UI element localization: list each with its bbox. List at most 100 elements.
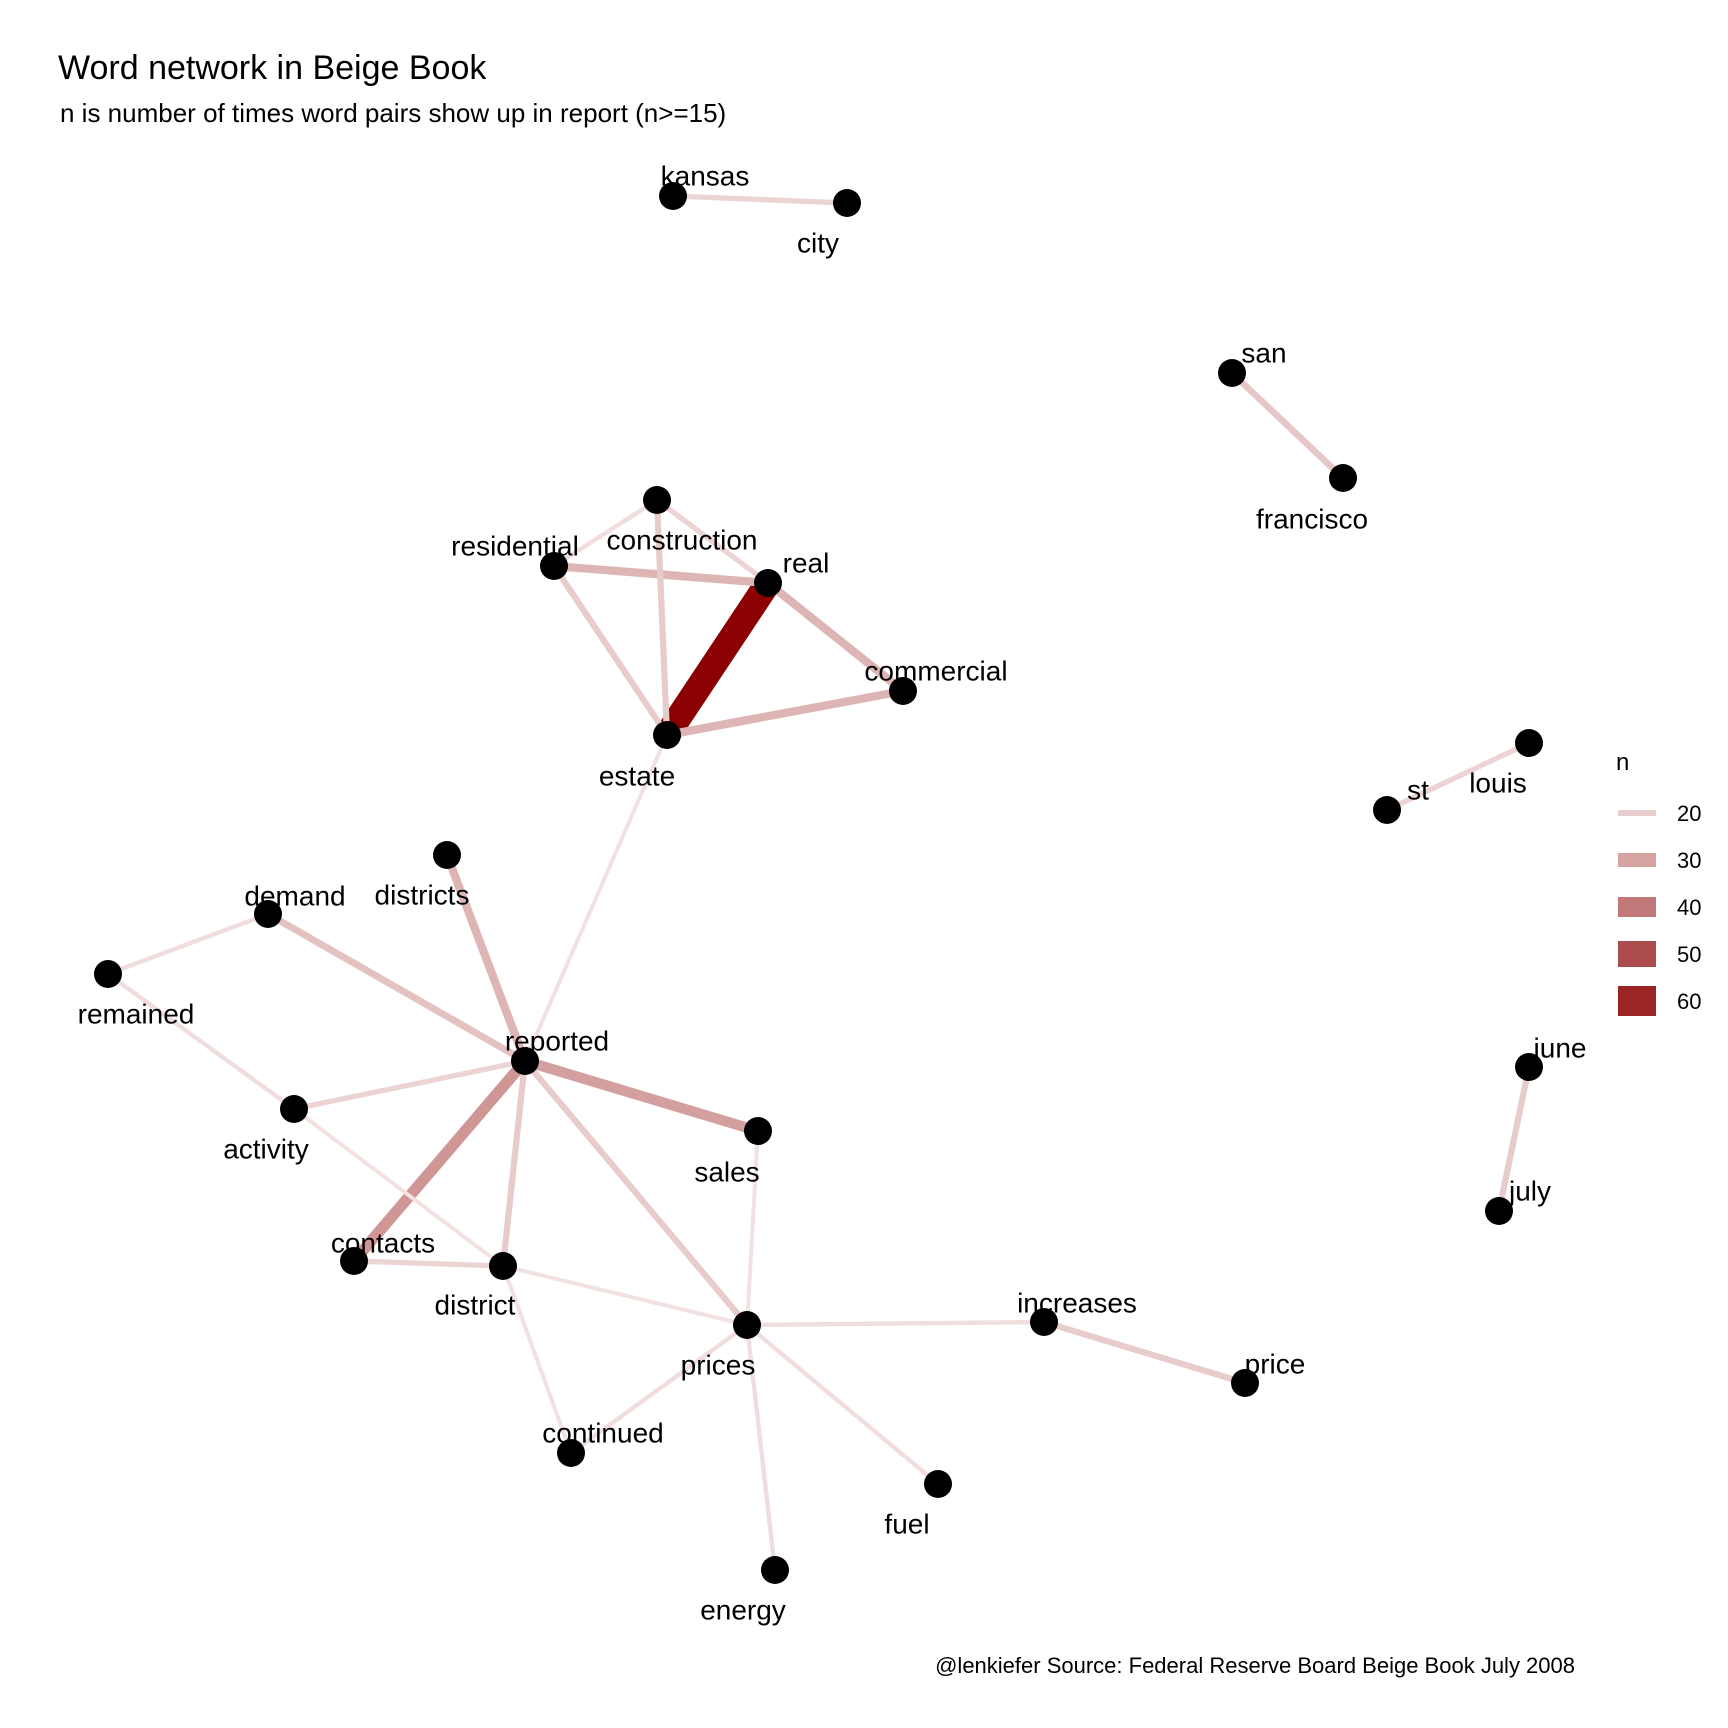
- node-label-residential: residential: [451, 530, 579, 561]
- legend-label-30: 30: [1677, 848, 1701, 873]
- node-label-june: june: [1533, 1032, 1587, 1063]
- node-real: [754, 569, 782, 597]
- edge-reported-contacts: [349, 1057, 530, 1265]
- edge-activity-reported: [293, 1058, 526, 1112]
- edge-prices-fuel: [745, 1323, 940, 1486]
- node-label-districts: districts: [375, 879, 470, 910]
- edge-construction-real: [655, 497, 770, 586]
- edge-real-estate: [656, 575, 779, 743]
- node-reported: [511, 1047, 539, 1075]
- edge-san-francisco: [1229, 370, 1346, 481]
- legend-label-40: 40: [1677, 895, 1701, 920]
- edge-reported-district: [499, 1060, 529, 1267]
- edge-contacts-district: [353, 1258, 504, 1269]
- legend-key-20: [1618, 810, 1656, 816]
- node-construction: [643, 486, 671, 514]
- chart-subtitle: n is number of times word pairs show up …: [60, 98, 726, 128]
- node-label-kansas: kansas: [661, 160, 750, 191]
- node-label-fuel: fuel: [884, 1508, 929, 1539]
- edge-remained-activity: [106, 972, 296, 1111]
- legend: n 20 30 40 50 60: [1616, 749, 1701, 1016]
- node-label-commercial: commercial: [864, 655, 1007, 686]
- node-label-reported: reported: [505, 1025, 609, 1056]
- edge-residential-estate: [551, 564, 670, 737]
- edge-districts-reported: [443, 853, 529, 1063]
- edge-st-louis: [1385, 740, 1531, 813]
- node-louis: [1515, 729, 1543, 757]
- node-commercial: [889, 677, 917, 705]
- edge-demand-reported: [266, 910, 527, 1065]
- edge-estate-reported: [523, 734, 669, 1062]
- edge-reported-prices: [522, 1059, 750, 1327]
- node-francisco: [1329, 464, 1357, 492]
- labels-layer: kansas city san francisco construction reside…: [78, 160, 1587, 1625]
- node-july: [1485, 1197, 1513, 1225]
- legend-label-20: 20: [1677, 801, 1701, 826]
- node-residential: [540, 552, 568, 580]
- edge-reported-sales: [523, 1055, 760, 1137]
- node-label-increases: increases: [1017, 1287, 1137, 1318]
- nodes-layer: [94, 182, 1543, 1584]
- node-increases: [1030, 1308, 1058, 1336]
- node-activity: [280, 1095, 308, 1123]
- legend-key-60: [1618, 986, 1656, 1016]
- node-remained: [94, 960, 122, 988]
- edge-construction-estate: [653, 499, 671, 736]
- node-label-demand: demand: [244, 880, 345, 911]
- legend-key-30: [1618, 853, 1656, 867]
- edge-estate-commercial: [666, 686, 904, 740]
- node-demand: [254, 900, 282, 928]
- node-label-continued: continued: [542, 1417, 663, 1448]
- edge-kansas-city: [672, 193, 848, 206]
- node-contacts: [340, 1247, 368, 1275]
- edge-sales-prices: [745, 1130, 760, 1326]
- node-label-july: july: [1508, 1175, 1551, 1206]
- edge-activity-district: [292, 1107, 505, 1268]
- edge-june-july: [1495, 1066, 1533, 1212]
- node-label-sales: sales: [694, 1156, 759, 1187]
- edge-increases-price: [1043, 1319, 1246, 1386]
- edge-prices-increases: [746, 1319, 1045, 1328]
- edge-demand-remained: [107, 911, 269, 977]
- node-label-energy: energy: [700, 1594, 786, 1625]
- chart-title: Word network in Beige Book: [58, 49, 487, 87]
- node-label-estate: estate: [599, 760, 675, 791]
- node-energy: [761, 1556, 789, 1584]
- edge-residential-construction: [552, 498, 659, 568]
- node-label-francisco: francisco: [1256, 503, 1368, 534]
- node-label-city: city: [797, 227, 839, 258]
- node-label-district: district: [435, 1289, 516, 1320]
- legend-key-50: [1618, 941, 1656, 967]
- node-continued: [557, 1439, 585, 1467]
- node-label-real: real: [783, 547, 830, 578]
- node-st: [1373, 796, 1401, 824]
- node-june: [1515, 1053, 1543, 1081]
- node-label-activity: activity: [223, 1133, 309, 1164]
- node-fuel: [924, 1470, 952, 1498]
- legend-label-50: 50: [1677, 942, 1701, 967]
- node-prices: [733, 1311, 761, 1339]
- node-label-remained: remained: [78, 998, 195, 1029]
- node-label-san: san: [1241, 337, 1286, 368]
- node-label-prices: prices: [681, 1349, 756, 1380]
- node-city: [833, 189, 861, 217]
- node-label-construction: construction: [607, 524, 758, 555]
- node-label-st: st: [1407, 774, 1429, 805]
- edge-district-continued: [501, 1265, 573, 1454]
- edges-layer: [106, 193, 1533, 1571]
- node-kansas: [659, 182, 687, 210]
- edge-prices-energy: [744, 1324, 778, 1571]
- edge-real-commercial: [765, 579, 906, 695]
- legend-key-40: [1618, 897, 1656, 917]
- legend-title: n: [1616, 749, 1629, 776]
- node-sales: [744, 1117, 772, 1145]
- node-price: [1231, 1369, 1259, 1397]
- node-label-contacts: contacts: [331, 1227, 435, 1258]
- node-district: [489, 1252, 517, 1280]
- legend-label-60: 60: [1677, 989, 1701, 1014]
- edge-prices-continued: [569, 1323, 749, 1455]
- node-san: [1218, 359, 1246, 387]
- node-label-louis: louis: [1469, 767, 1527, 798]
- node-estate: [653, 721, 681, 749]
